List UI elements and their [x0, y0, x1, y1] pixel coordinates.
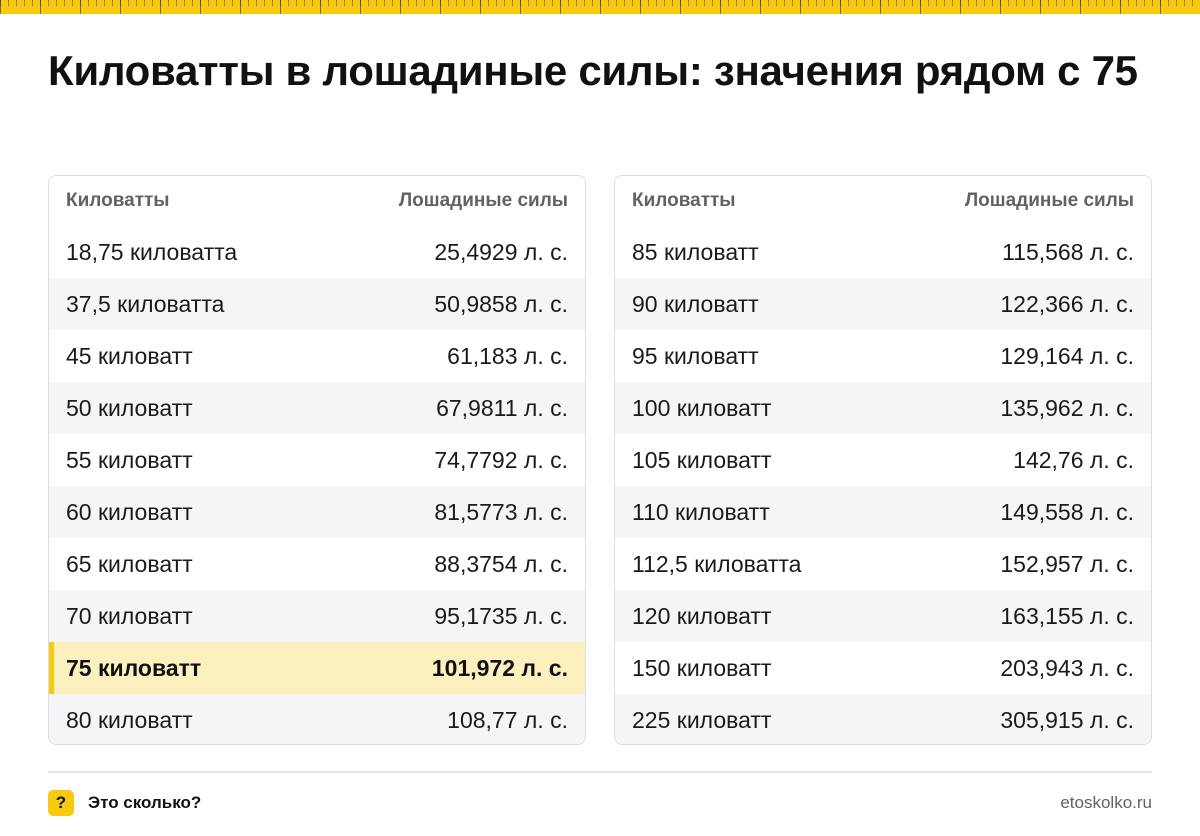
brand: ? Это сколько? — [48, 790, 201, 816]
horsepower-value: 305,915 л. с. — [1000, 706, 1134, 733]
table-row: 70 киловатт 95,1735 л. с. — [49, 590, 585, 642]
horsepower-value: 88,3754 л. с. — [434, 550, 568, 577]
horsepower-value: 142,76 л. с. — [1013, 446, 1134, 473]
kilowatt-value: 60 киловатт — [66, 498, 193, 525]
conversion-table-left: Киловатты Лошадиные силы 18,75 киловатта… — [48, 175, 586, 745]
table-header: Киловатты Лошадиные силы — [49, 176, 585, 226]
column-header-kilowatts: Киловатты — [66, 190, 170, 211]
horsepower-value: 25,4929 л. с. — [434, 238, 568, 265]
horsepower-value: 74,7792 л. с. — [434, 446, 568, 473]
table-row: 65 киловатт 88,3754 л. с. — [49, 538, 585, 590]
horsepower-value: 122,366 л. с. — [1000, 290, 1134, 317]
table-row: 100 киловатт 135,962 л. с. — [615, 382, 1151, 434]
table-row: 60 киловатт 81,5773 л. с. — [49, 486, 585, 538]
horsepower-value: 67,9811 л. с. — [436, 394, 568, 421]
table-row: 150 киловатт 203,943 л. с. — [615, 642, 1151, 694]
table-row: 85 киловатт 115,568 л. с. — [615, 226, 1151, 278]
kilowatt-value: 100 киловатт — [632, 394, 772, 421]
conversion-table-right: Киловатты Лошадиные силы 85 киловатт 115,… — [614, 175, 1152, 745]
kilowatt-value: 90 киловатт — [632, 290, 759, 317]
table-row: 50 киловатт 67,9811 л. с. — [49, 382, 585, 434]
horsepower-value: 203,943 л. с. — [1000, 654, 1134, 681]
question-mark-icon: ? — [48, 790, 74, 816]
table-row-highlighted: 75 киловатт 101,972 л. с. — [49, 642, 585, 694]
table-row: 112,5 киловатта 152,957 л. с. — [615, 538, 1151, 590]
horsepower-value: 50,9858 л. с. — [434, 290, 568, 317]
kilowatt-value: 37,5 киловатта — [66, 290, 225, 317]
table-row: 80 киловатт 108,77 л. с. — [49, 694, 585, 744]
table-row: 90 киловатт 122,366 л. с. — [615, 278, 1151, 330]
column-header-horsepower: Лошадиные силы — [964, 190, 1134, 211]
kilowatt-value: 50 киловатт — [66, 394, 193, 421]
kilowatt-value: 55 киловатт — [66, 446, 193, 473]
kilowatt-value: 70 киловатт — [66, 602, 193, 629]
horsepower-value: 152,957 л. с. — [1000, 550, 1134, 577]
table-row: 45 киловатт 61,183 л. с. — [49, 330, 585, 382]
column-header-kilowatts: Киловатты — [632, 190, 736, 211]
table-header: Киловатты Лошадиные силы — [615, 176, 1151, 226]
horsepower-value: 108,77 л. с. — [447, 706, 568, 733]
kilowatt-value: 85 киловатт — [632, 238, 759, 265]
table-row: 18,75 киловатта 25,4929 л. с. — [49, 226, 585, 278]
column-header-horsepower: Лошадиные силы — [398, 190, 568, 211]
kilowatt-value: 105 киловатт — [632, 446, 772, 473]
table-row: 105 киловатт 142,76 л. с. — [615, 434, 1151, 486]
kilowatt-value: 120 киловатт — [632, 602, 772, 629]
horsepower-value: 163,155 л. с. — [1000, 602, 1134, 629]
kilowatt-value: 80 киловатт — [66, 706, 193, 733]
horsepower-value: 81,5773 л. с. — [434, 498, 568, 525]
horsepower-value: 135,962 л. с. — [1000, 394, 1134, 421]
horsepower-value: 61,183 л. с. — [447, 342, 568, 369]
table-row: 37,5 киловатта 50,9858 л. с. — [49, 278, 585, 330]
table-body-left: 18,75 киловатта 25,4929 л. с. 37,5 киловат… — [49, 226, 585, 744]
horsepower-value: 95,1735 л. с. — [434, 602, 568, 629]
kilowatt-value: 225 киловатт — [632, 706, 772, 733]
table-row: 225 киловатт 305,915 л. с. — [615, 694, 1151, 744]
kilowatt-value: 65 киловатт — [66, 550, 193, 577]
table-row: 110 киловатт 149,558 л. с. — [615, 486, 1151, 538]
brand-name: Это сколько? — [88, 793, 202, 812]
kilowatt-value: 95 киловатт — [632, 342, 759, 369]
horsepower-value: 129,164 л. с. — [1000, 342, 1134, 369]
table-row: 55 киловатт 74,7792 л. с. — [49, 434, 585, 486]
page-title: Киловатты в лошадиные силы: значения ряд… — [48, 47, 1138, 94]
kilowatt-value: 110 киловатт — [632, 498, 770, 525]
ruler-strip — [0, 0, 1200, 14]
kilowatt-value: 75 киловатт — [66, 654, 202, 681]
horsepower-value: 115,568 л. с. — [1002, 238, 1134, 265]
site-url: etoskolko.ru — [1060, 793, 1152, 812]
table-row: 95 киловатт 129,164 л. с. — [615, 330, 1151, 382]
footer-divider — [48, 771, 1152, 773]
kilowatt-value: 18,75 киловатта — [66, 238, 238, 265]
horsepower-value: 149,558 л. с. — [1000, 498, 1134, 525]
table-body-right: 85 киловатт 115,568 л. с. 90 киловатт 122,3… — [615, 226, 1151, 744]
table-row: 120 киловатт 163,155 л. с. — [615, 590, 1151, 642]
kilowatt-value: 112,5 киловатта — [632, 550, 802, 577]
horsepower-value: 101,972 л. с. — [431, 654, 568, 681]
kilowatt-value: 150 киловатт — [632, 654, 772, 681]
kilowatt-value: 45 киловатт — [66, 342, 193, 369]
